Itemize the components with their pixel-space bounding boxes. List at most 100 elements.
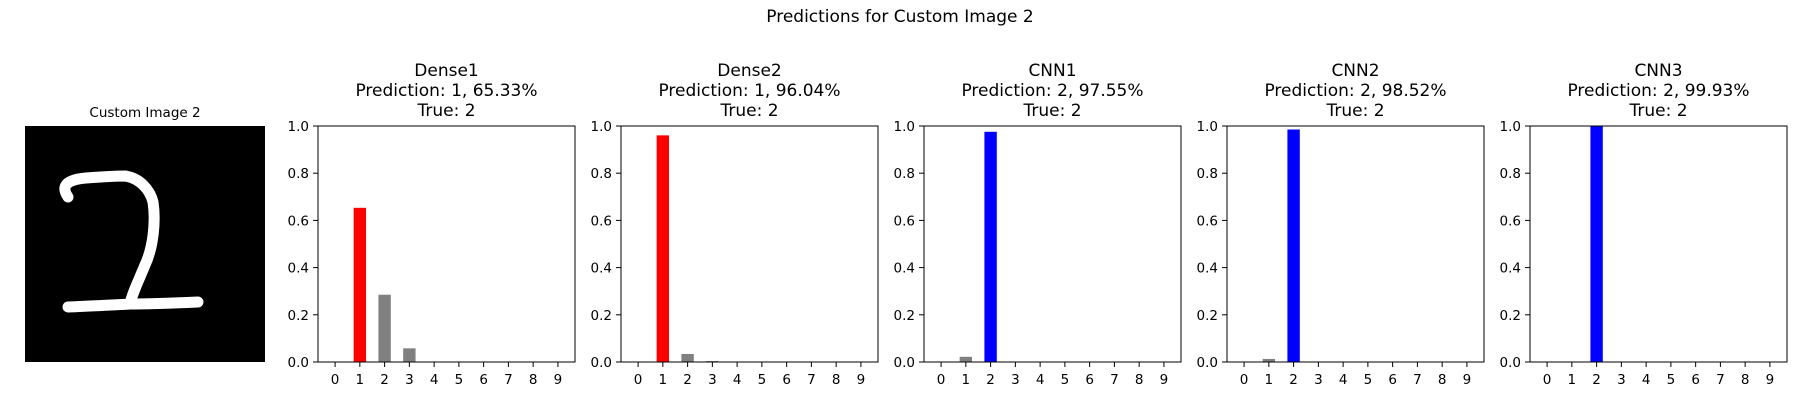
x-tick-label: 0: [1240, 372, 1249, 388]
bar-1: [1262, 358, 1276, 362]
axes-frame: [620, 125, 879, 363]
chart-title-line: CNN2: [1331, 61, 1379, 81]
x-tick-label: 3: [1011, 372, 1020, 388]
x-tick-label: 7: [1413, 372, 1422, 388]
axes-frame: [317, 125, 576, 363]
x-tick-label: 7: [1110, 372, 1119, 388]
axes-frame: [923, 125, 1182, 363]
y-tick-label: 0.8: [894, 166, 915, 182]
y-tick-label: 1.0: [894, 119, 915, 135]
y-tick-label: 1.0: [1197, 119, 1218, 135]
y-tick-label: 0.4: [1197, 261, 1218, 277]
chart-title-line: True: 2: [416, 101, 475, 121]
x-tick-label: 6: [1691, 372, 1700, 388]
x-tick-label: 8: [1135, 372, 1144, 388]
y-tick-label: 0.2: [1500, 308, 1521, 324]
x-tick-label: 5: [1667, 372, 1676, 388]
bar-2: [1287, 129, 1300, 362]
x-tick-label: 0: [1543, 372, 1552, 388]
x-tick-label: 9: [1160, 372, 1169, 388]
x-tick-label: 2: [683, 372, 692, 388]
x-tick-label: 8: [1438, 372, 1447, 388]
x-tick-label: 3: [1314, 372, 1323, 388]
x-tick-label: 8: [832, 372, 841, 388]
image-panel: Custom Image 2: [25, 105, 265, 362]
handwritten-digit-stroke: [59, 170, 204, 313]
chart-title-line: Prediction: 2, 98.52%: [1264, 81, 1446, 101]
chart-title-line: Prediction: 1, 96.04%: [658, 81, 840, 101]
x-tick-label: 2: [1592, 372, 1601, 388]
x-tick-label: 4: [1036, 372, 1045, 388]
y-tick-label: 0.6: [894, 213, 915, 229]
chart-title-line: True: 2: [719, 101, 778, 121]
x-tick-label: 2: [380, 372, 389, 388]
bar-3: [403, 348, 416, 362]
y-tick-label: 1.0: [1500, 119, 1521, 135]
bar-2: [378, 294, 391, 362]
x-tick-label: 5: [1364, 372, 1373, 388]
chart-title-line: CNN3: [1634, 61, 1682, 81]
y-tick-label: 0.8: [1197, 166, 1218, 182]
x-tick-label: 5: [1061, 372, 1070, 388]
x-tick-label: 9: [554, 372, 563, 388]
chart-title-line: True: 2: [1022, 101, 1081, 121]
y-tick-label: 0.0: [1500, 355, 1521, 371]
chart-title-line: Dense1: [414, 61, 478, 81]
x-tick-label: 0: [937, 372, 946, 388]
y-tick-label: 0.8: [1500, 166, 1521, 182]
x-tick-label: 4: [1339, 372, 1348, 388]
y-tick-label: 0.4: [1500, 261, 1521, 277]
x-tick-label: 3: [405, 372, 414, 388]
x-tick-label: 8: [529, 372, 538, 388]
y-tick-label: 0.4: [288, 261, 309, 277]
y-tick-label: 0.6: [1500, 213, 1521, 229]
x-tick-label: 0: [634, 372, 643, 388]
x-tick-label: 6: [1085, 372, 1094, 388]
y-tick-label: 0.8: [591, 166, 612, 182]
y-tick-label: 0.6: [288, 213, 309, 229]
x-tick-label: 3: [1617, 372, 1626, 388]
x-tick-label: 5: [455, 372, 464, 388]
bar-1: [959, 356, 973, 362]
y-tick-label: 0.6: [591, 213, 612, 229]
x-tick-label: 1: [962, 372, 971, 388]
x-tick-label: 1: [356, 372, 365, 388]
y-tick-label: 0.0: [591, 355, 612, 371]
chart-title-line: CNN1: [1028, 61, 1076, 81]
image-panel-title: Custom Image 2: [89, 105, 200, 121]
chart-title-line: Prediction: 1, 65.33%: [355, 81, 537, 101]
x-tick-label: 8: [1741, 372, 1750, 388]
axes-frame: [1529, 125, 1788, 363]
x-tick-label: 1: [1568, 372, 1577, 388]
chart-title-line: True: 2: [1325, 101, 1384, 121]
y-tick-label: 0.2: [591, 308, 612, 324]
x-tick-label: 4: [1642, 372, 1651, 388]
x-tick-label: 5: [758, 372, 767, 388]
y-tick-label: 0.4: [894, 261, 915, 277]
y-tick-label: 0.2: [288, 308, 309, 324]
chart-title-line: Prediction: 2, 99.93%: [1567, 81, 1749, 101]
x-tick-label: 0: [331, 372, 340, 388]
x-tick-label: 3: [708, 372, 717, 388]
y-tick-label: 1.0: [591, 119, 612, 135]
y-tick-label: 0.0: [1197, 355, 1218, 371]
figure-title: Predictions for Custom Image 2: [766, 7, 1033, 27]
bar-2: [1590, 126, 1603, 363]
x-tick-label: 4: [733, 372, 742, 388]
x-tick-label: 2: [1289, 372, 1298, 388]
y-tick-label: 0.8: [288, 166, 309, 182]
x-tick-label: 2: [986, 372, 995, 388]
digit-image: [25, 126, 265, 362]
bar-2: [681, 353, 694, 362]
bar-1: [656, 135, 670, 362]
y-tick-label: 1.0: [288, 119, 309, 135]
x-tick-label: 6: [1388, 372, 1397, 388]
bar-1: [353, 207, 367, 362]
x-tick-label: 6: [782, 372, 791, 388]
